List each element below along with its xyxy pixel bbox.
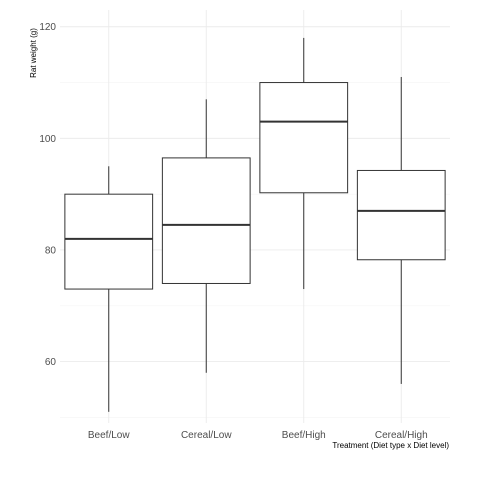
- y-tick-label: 100: [39, 134, 56, 145]
- x-axis-title: Treatment (Diet type x Diet level): [332, 441, 449, 450]
- box-body: [64, 193, 154, 290]
- box-body: [259, 82, 349, 194]
- y-axis-title: Rat weight (g): [29, 28, 38, 78]
- box-cereal-low: [161, 99, 251, 373]
- y-tick-label: 60: [45, 357, 57, 368]
- box-beef-low: [64, 166, 154, 412]
- x-tick-label: Cereal/Low: [181, 430, 232, 441]
- x-tick-label: Beef/Low: [88, 430, 130, 441]
- box-body: [161, 157, 251, 284]
- box-body: [356, 169, 446, 261]
- box-beef-high: [259, 37, 349, 290]
- x-tick-label: Cereal/High: [375, 430, 428, 441]
- box-marks: [64, 37, 446, 412]
- x-tick-label: Beef/High: [282, 430, 326, 441]
- box-cereal-high: [356, 76, 446, 384]
- axis-ticks: 60 80 100 120 Beef/Low Cereal/Low Beef/High Cer…: [39, 22, 427, 441]
- y-tick-label: 120: [39, 22, 56, 33]
- y-tick-label: 80: [45, 245, 57, 256]
